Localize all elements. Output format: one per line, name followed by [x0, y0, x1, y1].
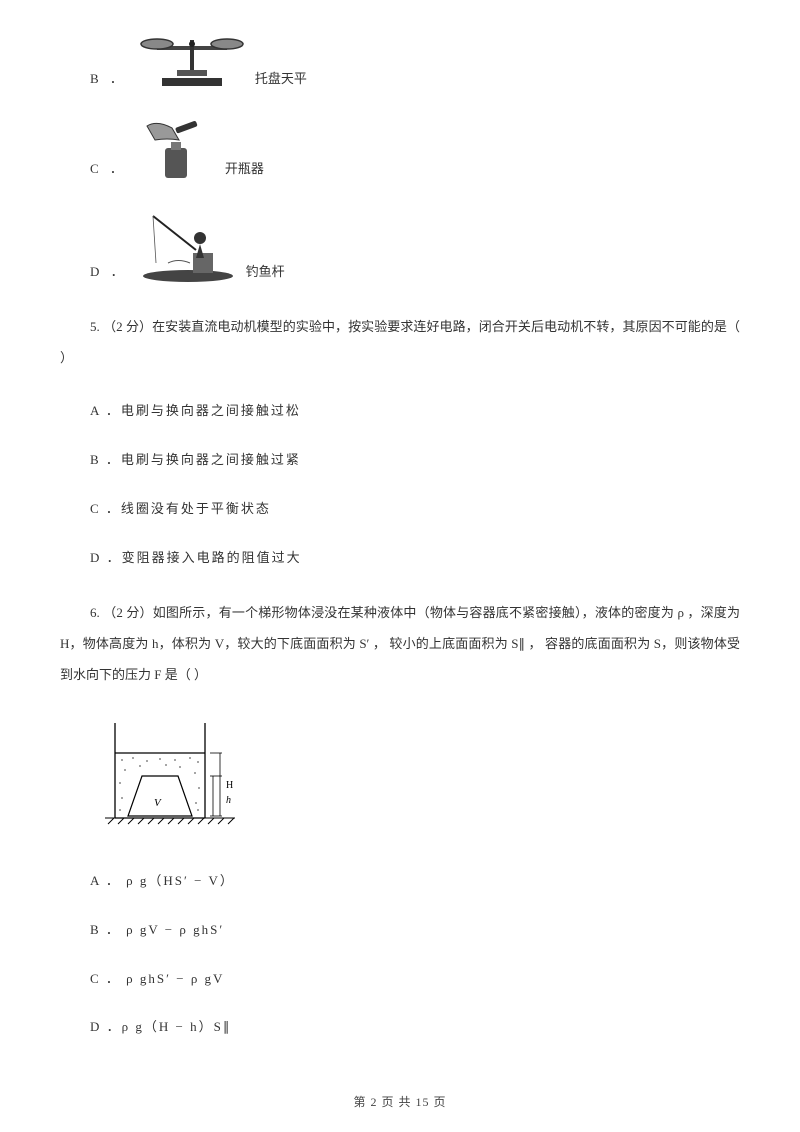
- q6-option-d: D ．ρ g（H − h）S∥: [90, 1017, 740, 1038]
- option-b-label: B ．: [90, 69, 127, 90]
- trapezoid-diagram: V H h: [100, 718, 740, 843]
- fishing-figure: [138, 208, 238, 283]
- option-c-text: 开瓶器: [225, 159, 264, 180]
- option-d-label: D ．: [90, 262, 128, 283]
- q6-stem: 6. （2 分）如图所示，有一个梯形物体浸没在某种液体中（物体与容器底不紧密接触…: [60, 597, 740, 691]
- option-d-text: 钓鱼杆: [246, 262, 285, 283]
- svg-text:H: H: [226, 780, 233, 791]
- q6-option-c: C ． ρ ghS′ − ρ gV: [90, 969, 740, 990]
- option-d-row: D ． 钓鱼杆: [90, 208, 740, 283]
- balance-scale-figure: [137, 30, 247, 90]
- q5-option-d: D ．变阻器接入电路的阻值过大: [90, 548, 740, 569]
- option-b-row: B ． 托盘天平: [90, 30, 740, 90]
- q5-option-c: C ．线圈没有处于平衡状态: [90, 499, 740, 520]
- q5-option-a: A ．电刷与换向器之间接触过松: [90, 401, 740, 422]
- option-c-row: C ． 开瓶器: [90, 118, 740, 180]
- option-b-text: 托盘天平: [255, 69, 307, 90]
- q6-option-a: A ． ρ g（HS′ − V）: [90, 871, 740, 892]
- option-c-label: C ．: [90, 159, 127, 180]
- bottle-opener-figure: [137, 118, 217, 180]
- page-footer: 第 2 页 共 15 页: [0, 1093, 800, 1112]
- q5-option-b: B ．电刷与换向器之间接触过紧: [90, 450, 740, 471]
- svg-text:h: h: [226, 795, 231, 806]
- q5-stem: 5. （2 分）在安装直流电动机模型的实验中，按实验要求连好电路，闭合开关后电动…: [60, 311, 740, 373]
- q6-option-b: B ． ρ gV − ρ ghS′: [90, 920, 740, 941]
